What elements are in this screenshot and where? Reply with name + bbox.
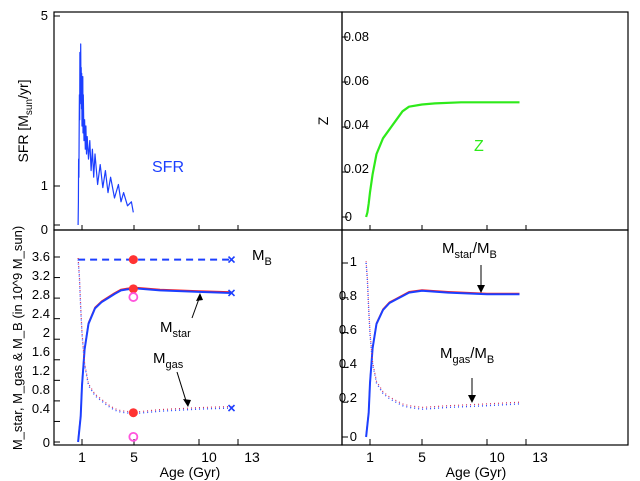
bl-tick-label-1.6: 1.6 [32,344,50,359]
bl-tick-label-0: 0 [43,435,50,450]
br-tick-label-1: 1 [350,254,357,269]
bl-annotation-mb-main: M [252,247,265,264]
bl-annotation-mb-sub: B [265,256,272,268]
tr-tick-label-0.04: 0.04 [344,117,369,132]
marker-dot-0 [128,255,138,265]
br-tick-label-0.6: 0.6 [339,322,357,337]
br-tick-label-0.8: 0.8 [339,288,357,303]
bl-annotation-mgas-sub: gas [166,359,184,371]
br-annotation-mgas-mb: Mgas/MB [440,345,494,366]
tr-tick-label-0.06: 0.06 [344,73,369,88]
metallicity-line [365,101,520,218]
panel-frame-top-left [53,11,343,231]
bl-tick-label-0.8: 0.8 [32,382,50,397]
sfr-line [77,43,134,226]
marker-cross-5 [227,256,236,264]
panel-frame-bottom-left [53,229,343,446]
marker-cross-7 [227,404,236,412]
panel-frame-top-right [341,11,629,231]
bl-x-tick-label-13: 13 [244,449,260,465]
br-tick-label-0.4: 0.4 [339,356,357,371]
bl-annotation-mgas-main: M [153,350,166,367]
mgas-mb-line-alt [365,261,520,408]
br-x-tick-label-10: 10 [489,449,505,465]
bl-tick-label-2: 2 [43,325,50,340]
mstar-mb-line [365,289,520,438]
br-annotation-mstar-mb-main: M [442,240,455,257]
tl-y-axis-label-sub: sun [24,99,35,115]
bl-x-tick-label-1: 1 [78,449,86,465]
tl-tick-label-5: 5 [41,8,48,23]
br-x-tick-label-5: 5 [418,449,426,465]
bl-tick-label-1.2: 1.2 [32,363,50,378]
marker-ring-4 [128,431,139,442]
tl-y-axis-label-post: /yr] [15,79,31,98]
br-annotation-mstar-mb-sub2: B [490,249,497,261]
mgas-line [77,259,232,415]
br-x-axis-label: Age (Gyr) [446,464,507,480]
br-annotation-mstar-mb-slash: /M [473,240,490,257]
tl-tick-label-0: 0 [41,222,48,237]
br-annotation-mstar-mb-sub: star [455,249,474,261]
tl-annotation-sfr: SFR [152,159,184,176]
bl-annotation-mstar-main: M [160,319,173,336]
data-markers [128,255,236,442]
bl-annotation-mb: MB [252,247,272,268]
br-tick-label-0: 0 [350,429,357,444]
bl-annotation-mgas: Mgas [153,350,184,371]
bl-arrowhead-mstar [196,293,203,301]
br-tick-label-0.2: 0.2 [339,390,357,405]
tr-annotation-z: Z [474,138,484,155]
bl-arrowhead-mgas [183,399,191,407]
tl-tick-label-1: 1 [41,178,48,193]
br-x-tick-label-1: 1 [366,449,374,465]
br-x-tick-label-13: 13 [532,449,548,465]
data-lines [77,43,520,443]
marker-ring-3 [128,292,139,302]
bl-tick-label-0.4: 0.4 [32,401,50,416]
marker-cross-6 [227,289,236,297]
tr-tick-label-0.08: 0.08 [344,29,369,44]
bl-annotation-mstar-sub: star [173,328,192,340]
marker-dot-2 [128,408,138,418]
tl-y-axis-label-pre: SFR [M [15,115,31,162]
bl-y-axis-label: M_star, M_gas & M_B (in 10^9 M_sun) [10,226,25,450]
br-annotation-mgas-mb-main: M [440,345,453,362]
br-annotation-mgas-mb-sub2: B [487,354,494,366]
marker-dot-1 [128,284,138,294]
tr-tick-label-0: 0 [345,209,352,224]
bl-x-tick-label-10: 10 [201,449,217,465]
axis-ticks [54,15,527,445]
tl-y-axis-label: SFR [Msun/yr] [15,79,35,162]
bl-tick-label-3.6: 3.6 [32,249,50,264]
tr-tick-label-0.02: 0.02 [344,161,369,176]
tr-y-axis-label: Z [315,116,331,125]
br-annotation-mstar-mb: Mstar/MB [442,240,497,261]
mgas-line-alt [77,257,232,413]
br-arrowhead-mgas-mb [468,395,476,403]
bl-tick-label-2.4: 2.4 [32,306,50,321]
mstar-mb-line-alt [365,289,520,437]
bl-tick-label-2.8: 2.8 [32,287,50,302]
bl-annotation-mstar: Mstar [160,319,191,340]
mstar-line [77,287,232,443]
br-annotation-mgas-mb-sub: gas [453,354,471,366]
bl-tick-label-3.2: 3.2 [32,268,50,283]
bl-arrow-mgas [176,371,188,405]
bl-x-axis-label: Age (Gyr) [160,464,221,480]
bl-x-tick-label-5: 5 [130,449,138,465]
panel-frame-bottom-right [341,229,629,446]
br-annotation-mgas-mb-slash: /M [470,345,487,362]
mgas-mb-line [365,262,520,410]
br-arrowhead-mstar-mb [477,285,485,293]
